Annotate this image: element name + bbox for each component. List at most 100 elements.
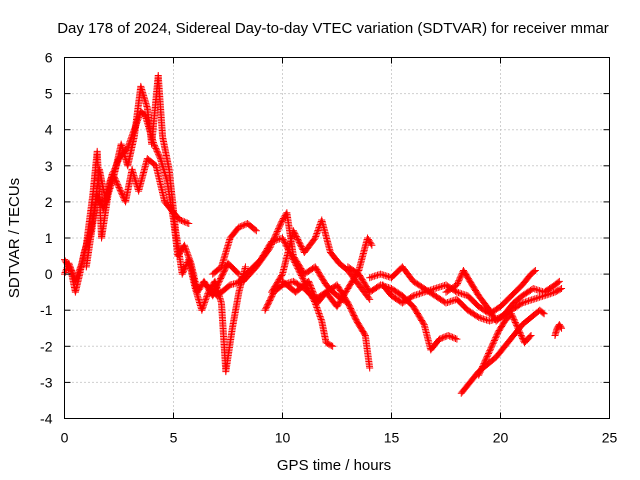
data-point — [202, 296, 210, 304]
data-point — [481, 358, 489, 366]
data-point — [423, 287, 431, 295]
data-points — [61, 72, 566, 397]
data-point — [516, 329, 524, 337]
series-a7 — [268, 216, 374, 303]
data-point — [414, 290, 422, 298]
grid-lines — [64, 57, 610, 419]
data-point — [305, 279, 313, 287]
x-tick-label: 25 — [602, 430, 618, 446]
data-point — [440, 333, 448, 341]
data-point — [289, 254, 297, 262]
data-point — [274, 226, 282, 234]
data-point — [513, 323, 521, 331]
x-tick-label: 20 — [493, 430, 509, 446]
data-point — [378, 271, 386, 279]
data-point — [517, 330, 525, 338]
y-tick-label: 0 — [45, 266, 53, 282]
data-point — [490, 337, 498, 345]
data-point — [409, 292, 417, 300]
data-point — [493, 331, 501, 339]
data-point — [177, 217, 185, 225]
data-point — [311, 234, 319, 242]
data-point — [366, 364, 374, 372]
data-point — [294, 264, 302, 272]
data-point — [184, 250, 192, 258]
data-point — [312, 231, 320, 239]
data-point — [311, 293, 319, 301]
y-tick-label: -2 — [40, 338, 53, 354]
data-point — [450, 334, 458, 342]
data-point — [77, 262, 85, 270]
data-point — [279, 234, 286, 242]
data-point — [151, 143, 159, 151]
data-point — [364, 235, 372, 243]
chart-title: Day 178 of 2024, Sidereal Day-to-day VTE… — [57, 20, 609, 37]
y-tick-label: 6 — [45, 50, 53, 66]
data-point — [273, 228, 281, 236]
data-point — [329, 342, 337, 350]
data-point — [180, 218, 188, 226]
data-point — [444, 298, 452, 306]
data-point — [295, 267, 303, 275]
data-point — [509, 313, 517, 321]
data-point — [312, 302, 320, 310]
data-point — [289, 227, 297, 235]
data-point — [548, 289, 556, 297]
data-point — [442, 299, 450, 307]
data-point — [112, 178, 120, 186]
y-axis-label: SDTVAR / TECUs — [6, 178, 23, 298]
data-point — [476, 368, 484, 376]
data-point — [72, 276, 80, 284]
series-a4 — [209, 220, 260, 278]
data-point — [251, 226, 259, 234]
data-point — [289, 256, 297, 264]
data-point — [518, 299, 526, 307]
data-point — [67, 265, 75, 273]
data-point — [419, 319, 427, 327]
data-point — [181, 244, 189, 252]
data-point — [199, 302, 207, 310]
data-point — [477, 365, 485, 373]
data-point — [200, 300, 208, 308]
data-point — [183, 219, 191, 227]
data-point — [114, 182, 122, 190]
data-point — [295, 238, 303, 246]
data-point — [549, 289, 557, 297]
data-point — [488, 341, 496, 349]
data-point — [314, 308, 322, 316]
x-tick-labels: 0 5 10 15 20 25 — [61, 430, 618, 446]
data-point — [182, 246, 190, 254]
data-point — [74, 270, 82, 278]
data-point — [367, 240, 375, 248]
data-point — [368, 241, 376, 249]
data-point — [535, 287, 543, 295]
data-point — [366, 295, 374, 303]
data-point — [459, 290, 467, 298]
data-point — [154, 149, 162, 157]
data-point — [510, 316, 518, 324]
data-point — [279, 216, 286, 224]
data-point — [307, 283, 315, 291]
data-point — [511, 318, 519, 326]
data-point — [310, 292, 318, 300]
data-point — [479, 361, 487, 369]
x-axis-label: GPS time / hours — [277, 457, 391, 474]
data-point — [313, 228, 321, 236]
data-point — [364, 234, 372, 242]
data-point — [279, 215, 287, 223]
data-point — [155, 152, 163, 160]
data-point — [110, 172, 118, 180]
y-tick-label: 5 — [45, 86, 53, 102]
data-point — [271, 237, 279, 245]
data-point — [456, 289, 464, 297]
data-point — [556, 285, 564, 293]
data-point — [178, 270, 186, 278]
data-point — [478, 314, 486, 322]
data-point — [488, 342, 496, 350]
data-point — [476, 314, 484, 322]
data-point — [490, 338, 498, 346]
data-point — [554, 278, 562, 286]
data-point — [426, 286, 434, 294]
data-point — [316, 313, 324, 321]
